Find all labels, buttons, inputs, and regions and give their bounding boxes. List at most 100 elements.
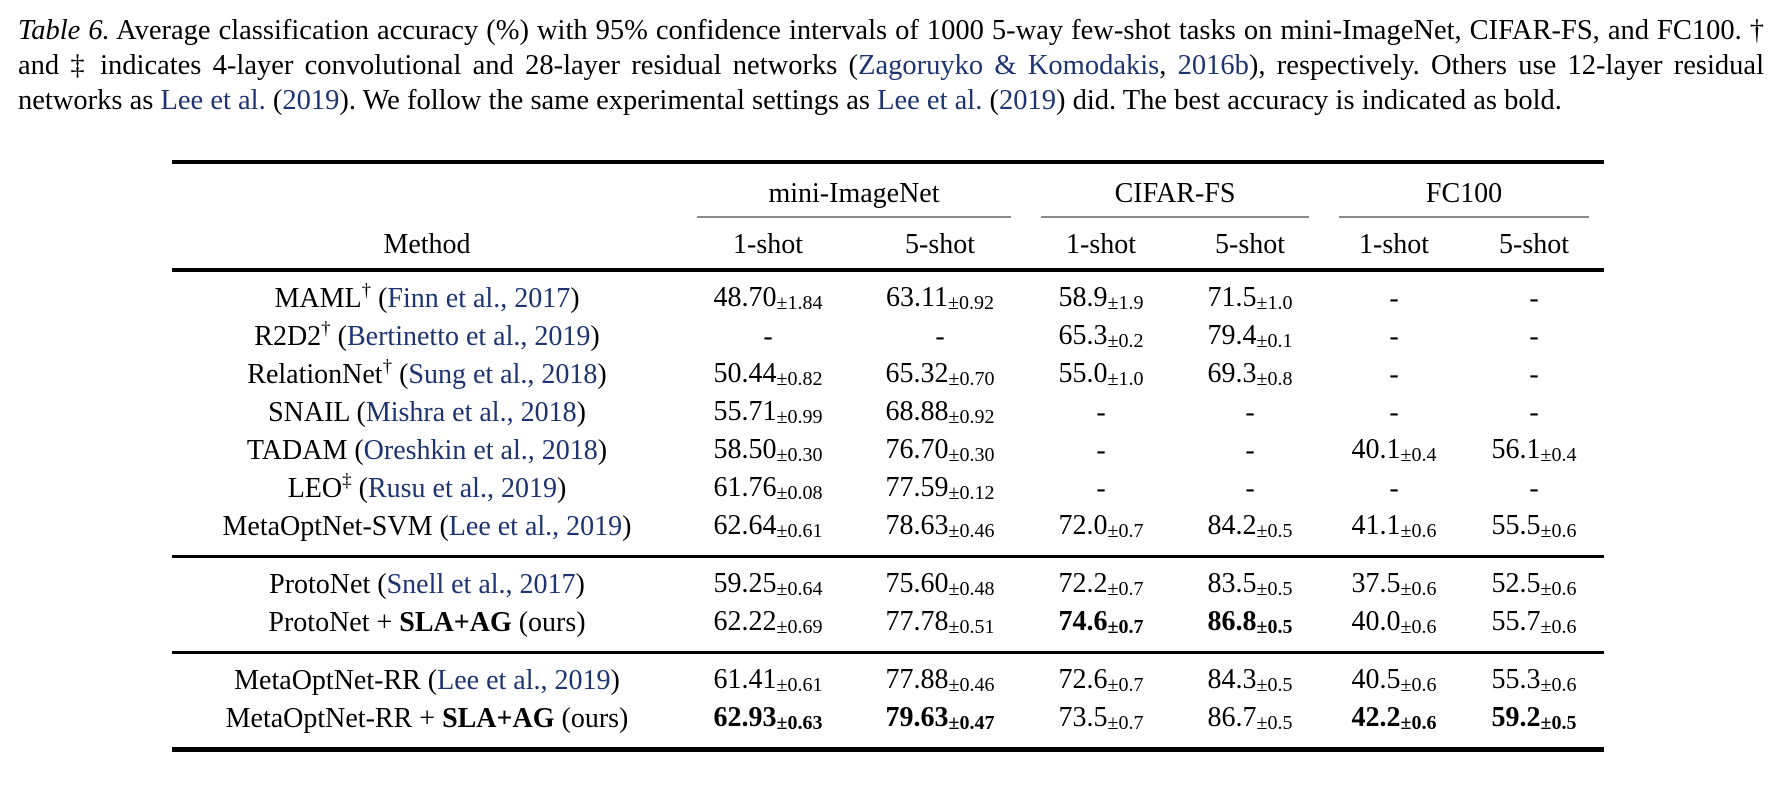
citation-link[interactable]: Snell et al., 2017	[386, 569, 576, 600]
footnote-marker: †	[382, 356, 393, 378]
citation-link[interactable]: Mishra et al., 2018	[365, 397, 577, 428]
accuracy-cell: 40.0±0.6	[1324, 604, 1464, 653]
method-cell: MetaOptNet-SVM (Lee et al., 2019)	[172, 508, 682, 557]
confidence-interval: ±0.5	[1256, 520, 1293, 542]
accuracy-value: 40.1	[1351, 434, 1401, 465]
method-name: )	[622, 511, 632, 542]
method-name: )	[570, 283, 580, 314]
accuracy-value: 42.2	[1351, 702, 1401, 733]
accuracy-value: 59.2	[1491, 702, 1541, 733]
citation-link[interactable]: Finn et al., 2017	[387, 283, 571, 314]
accuracy-cell: 62.22±0.69	[682, 604, 854, 653]
accuracy-value: 79.63	[885, 702, 949, 733]
footnote-marker: †	[361, 280, 372, 302]
caption-label: Table 6.	[18, 15, 110, 46]
accuracy-cell: 55.3±0.6	[1464, 653, 1604, 701]
confidence-interval: ±0.61	[776, 520, 823, 542]
col-header-1shot: 1-shot	[733, 229, 803, 260]
accuracy-value: -	[1389, 359, 1399, 390]
accuracy-cell: 59.25±0.64	[682, 557, 854, 605]
accuracy-value: 62.93	[713, 702, 777, 733]
confidence-interval: ±0.30	[776, 444, 823, 466]
accuracy-cell: 77.59±0.12	[854, 470, 1026, 508]
table-section-1: MAML† (Finn et al., 2017) 48.70±1.84 63.11…	[172, 270, 1604, 557]
group-underline	[1339, 216, 1590, 218]
empty-value-cell: -	[1324, 270, 1464, 318]
citation-link[interactable]: Oreshkin et al., 2018	[363, 435, 598, 466]
accuracy-value: 55.5	[1491, 510, 1541, 541]
table-row: LEO‡ (Rusu et al., 2019) 61.76±0.08 77.59±…	[172, 470, 1604, 508]
confidence-interval: ±0.92	[948, 406, 995, 428]
accuracy-value: -	[1245, 397, 1255, 428]
citation-link[interactable]: 2016b	[1177, 50, 1249, 81]
accuracy-value: -	[1529, 283, 1539, 314]
accuracy-value: 37.5	[1351, 568, 1401, 599]
method-name: MAML	[274, 283, 362, 314]
method-name: MetaOptNet-SVM (	[222, 511, 449, 542]
confidence-interval: ±0.4	[1400, 444, 1437, 466]
accuracy-cell: 84.3±0.5	[1176, 653, 1324, 701]
group-label: FC100	[1425, 178, 1503, 209]
table-row: MetaOptNet-SVM (Lee et al., 2019) 62.64±0…	[172, 508, 1604, 557]
paper-page: Table 6. Average classification accuracy…	[0, 13, 1782, 752]
col-header-1shot: 1-shot	[1359, 229, 1430, 260]
confidence-interval: ±0.6	[1540, 578, 1577, 600]
accuracy-value: 52.5	[1491, 568, 1541, 599]
table-row: TADAM (Oreshkin et al., 2018) 58.50±0.30 7…	[172, 432, 1604, 470]
method-header-spacer	[172, 162, 682, 218]
accuracy-value: 72.2	[1058, 568, 1108, 599]
accuracy-value: -	[1389, 397, 1399, 428]
citation-link[interactable]: Lee et al.	[160, 85, 266, 116]
table-row: MAML† (Finn et al., 2017) 48.70±1.84 63.11…	[172, 270, 1604, 318]
citation-link[interactable]: Lee et al., 2019	[437, 665, 611, 696]
citation-link[interactable]: Lee et al.	[877, 85, 983, 116]
method-cell: MetaOptNet-RR (Lee et al., 2019)	[172, 653, 682, 701]
table-row: MetaOptNet-RR (Lee et al., 2019) 61.41±0.…	[172, 653, 1604, 701]
confidence-interval: ±0.6	[1540, 616, 1577, 638]
table-row: ProtoNet (Snell et al., 2017) 59.25±0.64 7…	[172, 557, 1604, 605]
citation-link[interactable]: Rusu et al., 2019	[367, 473, 557, 504]
citation-link[interactable]: Lee et al., 2019	[448, 511, 623, 542]
col-header-5shot: 5-shot	[1499, 229, 1570, 260]
method-name: )	[597, 359, 607, 390]
method-name: )	[576, 397, 586, 428]
empty-value-cell: -	[854, 318, 1026, 356]
accuracy-value: 73.5	[1058, 702, 1108, 733]
accuracy-cell: 50.44±0.82	[682, 356, 854, 394]
accuracy-value: 62.22	[713, 606, 777, 637]
empty-value-cell: -	[1026, 394, 1176, 432]
accuracy-value: 58.50	[713, 434, 777, 465]
table-header: mini-ImageNet CIFAR-FS FC100 Method 1-sh…	[172, 162, 1605, 270]
method-cell: TADAM (Oreshkin et al., 2018)	[172, 432, 682, 470]
method-name: MetaOptNet-RR (	[234, 665, 438, 696]
citation-link[interactable]: Bertinetto et al., 2019	[347, 321, 591, 352]
method-name: )	[610, 665, 620, 696]
accuracy-value: 86.7	[1207, 702, 1257, 733]
citation-link[interactable]: Zagoruyko & Komodakis	[858, 50, 1160, 81]
confidence-interval: ±0.5	[1256, 578, 1293, 600]
method-name: )	[590, 321, 600, 352]
confidence-interval: ±0.6	[1400, 712, 1437, 734]
confidence-interval: ±0.70	[948, 368, 995, 390]
accuracy-value: -	[763, 321, 773, 352]
method-name: (	[330, 321, 347, 352]
accuracy-cell: 79.63±0.47	[854, 700, 1026, 750]
empty-value-cell: -	[1026, 432, 1176, 470]
accuracy-cell: 63.11±0.92	[854, 270, 1026, 318]
method-name: R2D2	[254, 321, 322, 352]
empty-value-cell: -	[1176, 470, 1324, 508]
confidence-interval: ±0.5	[1256, 712, 1293, 734]
accuracy-cell: 77.78±0.51	[854, 604, 1026, 653]
table-section-2: ProtoNet (Snell et al., 2017) 59.25±0.64 7…	[172, 556, 1605, 653]
method-name: MetaOptNet-RR +	[225, 703, 443, 734]
confidence-interval: ±0.48	[948, 578, 995, 600]
confidence-interval: ±1.9	[1107, 292, 1144, 314]
citation-link[interactable]: 2019	[282, 85, 340, 116]
citation-link[interactable]: 2019	[998, 85, 1056, 116]
accuracy-value: 48.70	[713, 282, 777, 313]
confidence-interval: ±0.82	[776, 368, 823, 390]
method-name: (	[392, 359, 409, 390]
method-name: SLA+AG	[442, 703, 555, 734]
accuracy-cell: 59.2±0.5	[1464, 700, 1604, 750]
citation-link[interactable]: Sung et al., 2018	[408, 359, 598, 390]
